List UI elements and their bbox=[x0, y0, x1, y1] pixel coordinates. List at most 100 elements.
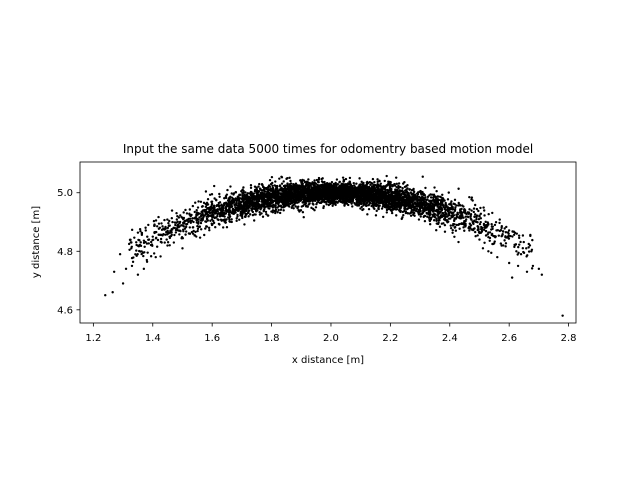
data-point bbox=[477, 209, 480, 213]
data-point bbox=[393, 190, 396, 193]
data-point bbox=[358, 188, 362, 191]
data-point bbox=[496, 255, 499, 259]
data-point bbox=[499, 229, 503, 232]
data-point bbox=[145, 258, 149, 262]
data-point bbox=[254, 195, 258, 198]
data-point bbox=[234, 206, 237, 209]
data-point bbox=[341, 176, 345, 179]
data-point bbox=[261, 215, 265, 218]
data-point bbox=[257, 185, 260, 188]
data-point bbox=[364, 203, 367, 206]
data-point bbox=[345, 195, 349, 198]
data-point bbox=[438, 225, 442, 228]
data-point bbox=[260, 200, 263, 203]
data-point bbox=[160, 241, 163, 244]
data-point bbox=[207, 210, 211, 213]
data-point bbox=[451, 215, 455, 218]
data-point bbox=[241, 193, 244, 197]
data-point bbox=[160, 222, 163, 225]
data-point bbox=[304, 180, 308, 183]
data-point bbox=[475, 207, 479, 211]
data-point bbox=[429, 212, 432, 216]
data-point bbox=[206, 213, 210, 216]
data-point bbox=[288, 190, 291, 193]
data-point bbox=[356, 203, 359, 206]
data-point bbox=[258, 211, 261, 214]
data-point bbox=[531, 238, 534, 242]
data-point bbox=[191, 232, 195, 235]
data-point bbox=[393, 182, 396, 186]
data-point bbox=[377, 207, 380, 211]
data-point bbox=[478, 238, 481, 241]
data-point bbox=[375, 209, 378, 213]
data-point bbox=[522, 240, 525, 244]
data-point bbox=[147, 238, 150, 242]
data-point bbox=[344, 183, 347, 186]
data-point bbox=[361, 183, 365, 187]
data-point bbox=[453, 208, 457, 211]
data-point bbox=[139, 241, 142, 244]
data-point bbox=[529, 234, 532, 238]
data-point bbox=[409, 204, 413, 207]
data-point bbox=[280, 182, 284, 185]
data-point bbox=[391, 202, 394, 205]
data-point bbox=[211, 207, 214, 210]
data-point bbox=[130, 264, 134, 268]
data-point bbox=[486, 233, 489, 236]
data-point bbox=[293, 201, 297, 205]
data-point bbox=[362, 199, 365, 203]
data-point bbox=[271, 184, 274, 188]
data-point bbox=[218, 204, 221, 208]
data-point bbox=[413, 196, 416, 199]
data-point bbox=[259, 208, 262, 211]
data-point bbox=[142, 241, 146, 245]
data-point bbox=[451, 231, 454, 234]
data-point bbox=[437, 198, 441, 202]
data-point bbox=[263, 206, 267, 209]
data-point bbox=[346, 192, 349, 195]
data-point bbox=[393, 192, 396, 195]
data-point bbox=[419, 215, 422, 218]
data-point bbox=[298, 196, 301, 199]
data-point bbox=[300, 205, 304, 208]
data-point bbox=[480, 230, 484, 233]
data-point bbox=[140, 231, 144, 235]
data-point bbox=[291, 200, 295, 204]
data-point bbox=[206, 197, 210, 201]
data-point bbox=[493, 240, 496, 243]
data-point bbox=[492, 242, 495, 246]
data-point bbox=[184, 233, 187, 236]
data-point bbox=[135, 249, 138, 252]
data-point bbox=[184, 230, 188, 233]
data-point bbox=[362, 204, 365, 207]
data-point bbox=[239, 206, 243, 210]
data-point bbox=[173, 233, 176, 237]
data-point bbox=[209, 214, 212, 217]
data-point bbox=[395, 182, 399, 186]
data-point bbox=[394, 208, 398, 211]
data-point bbox=[406, 207, 409, 210]
data-point bbox=[261, 204, 264, 208]
data-point bbox=[183, 222, 186, 225]
data-point bbox=[389, 205, 392, 209]
data-point bbox=[487, 231, 490, 234]
data-point bbox=[518, 243, 521, 246]
data-point bbox=[459, 204, 462, 207]
data-point bbox=[292, 207, 295, 210]
data-point bbox=[286, 195, 289, 199]
data-point bbox=[504, 231, 508, 234]
data-point bbox=[439, 195, 442, 198]
data-point bbox=[521, 246, 525, 250]
data-point bbox=[490, 232, 494, 236]
data-point bbox=[237, 198, 241, 201]
data-point bbox=[517, 234, 521, 237]
data-point bbox=[525, 255, 528, 258]
data-point bbox=[432, 203, 435, 206]
data-point bbox=[260, 192, 263, 196]
data-point bbox=[212, 184, 216, 188]
data-point bbox=[457, 187, 460, 190]
data-point bbox=[416, 210, 419, 213]
data-point bbox=[457, 240, 460, 244]
data-point bbox=[239, 202, 242, 206]
data-point bbox=[396, 194, 399, 197]
